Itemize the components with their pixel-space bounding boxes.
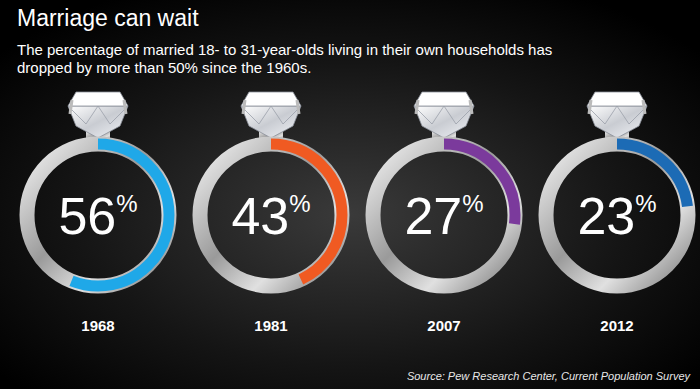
value-unit: % (462, 190, 483, 217)
value-number: 27 (404, 187, 462, 245)
category-label: 2007 (427, 317, 460, 334)
ring-group: 27% 2007 (373, 92, 515, 334)
prong (297, 100, 299, 114)
value-unit: % (289, 190, 310, 217)
ring-band (200, 144, 342, 286)
ring-group: 23% 2012 (546, 92, 688, 334)
category-label: 2012 (600, 317, 633, 334)
ring-group: 56% 1968 (27, 92, 169, 334)
diamond-crown (414, 92, 474, 106)
diamond (68, 106, 128, 138)
subtitle: The percentage of married 18- to 31-year… (17, 41, 562, 77)
diamond (587, 106, 647, 138)
chart: Marriage can wait 56% 1968 43% 1981 27% 2007 23… (0, 0, 700, 389)
diamond-crown (587, 92, 647, 106)
value-number: 56 (58, 187, 116, 245)
source: Source: Pew Research Center, Current Pop… (407, 370, 692, 382)
diamond-facet (414, 106, 474, 124)
value-arc (546, 144, 688, 286)
prong (124, 100, 126, 114)
value-label: 23% (577, 187, 656, 245)
value-number: 23 (577, 187, 635, 245)
value-label: 43% (231, 187, 310, 245)
value-label: 56% (58, 187, 137, 245)
value-label: 27% (404, 187, 483, 245)
value-unit: % (635, 190, 656, 217)
ring-band (373, 144, 515, 286)
value-arc (27, 144, 169, 286)
diamond-facet (587, 106, 647, 124)
diamond-facet (241, 106, 301, 124)
prong (589, 100, 591, 114)
diamond-facet (68, 106, 128, 124)
prong (470, 100, 472, 114)
prong (243, 100, 245, 114)
value-number: 43 (231, 187, 289, 245)
category-label: 1981 (254, 317, 287, 334)
ring-band (27, 144, 169, 286)
diamond (414, 106, 474, 138)
ring-band (546, 144, 688, 286)
prong (70, 100, 72, 114)
value-arc (373, 144, 515, 286)
category-label: 1968 (81, 317, 114, 334)
diamond-crown (241, 92, 301, 106)
prong (416, 100, 418, 114)
prong (643, 100, 645, 114)
value-unit: % (116, 190, 137, 217)
background (0, 0, 700, 389)
value-arc (200, 144, 342, 286)
ring-group: 43% 1981 (200, 92, 342, 334)
diamond (241, 106, 301, 138)
diamond-crown (68, 92, 128, 106)
title: Marriage can wait (17, 5, 199, 31)
